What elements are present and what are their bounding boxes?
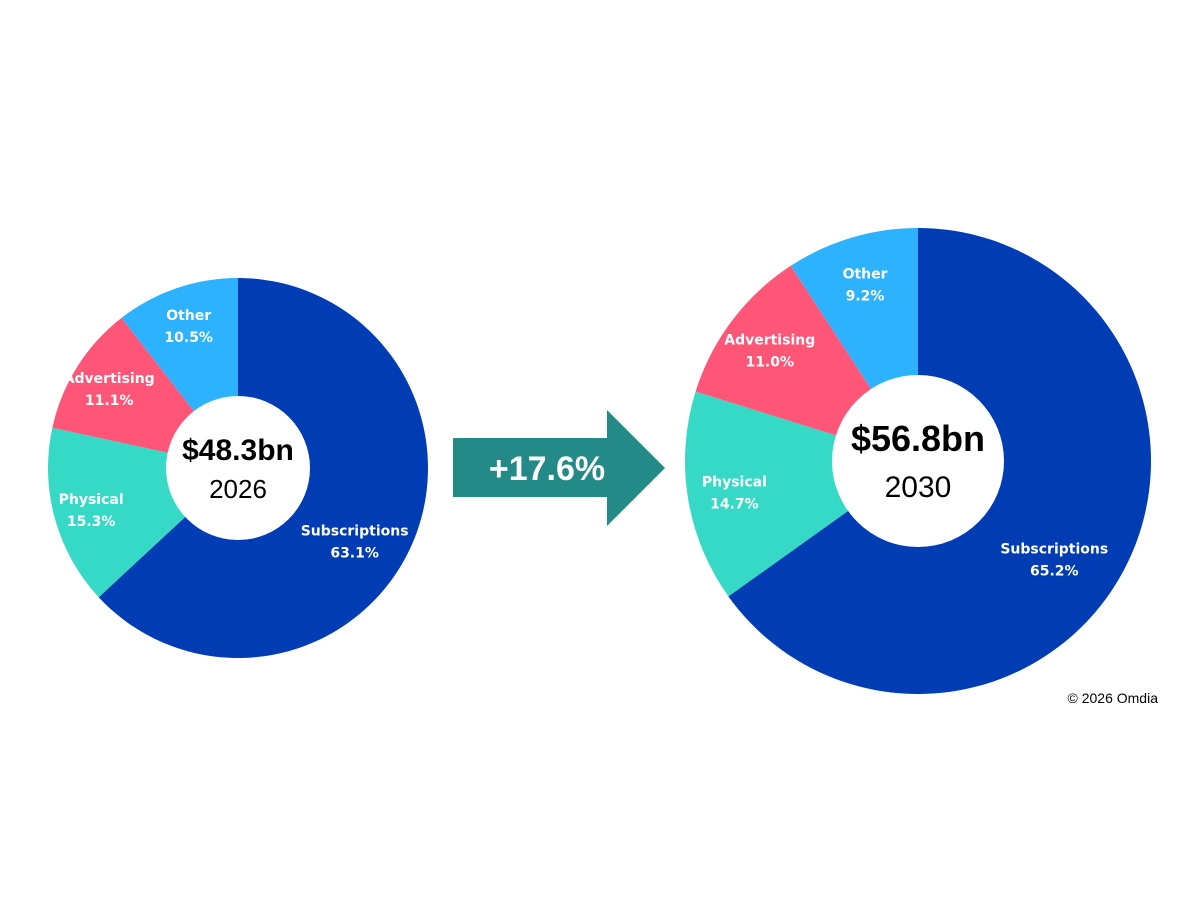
slice-value-label-advertising-2030: 11.0%: [745, 355, 794, 371]
center-total-label-2030: $56.8bn: [851, 418, 985, 459]
growth-arrow-shape: [453, 410, 665, 526]
slice-value-label-physical-2026: 15.3%: [67, 514, 116, 530]
copyright-notice: © 2026 Omdia: [1067, 690, 1158, 706]
slice-value-label-subscriptions-2026: 63.1%: [330, 546, 379, 562]
center-total-label-2026: $48.3bn: [182, 434, 294, 467]
slice-physical-2030: [684, 391, 918, 597]
slice-name-label-subscriptions-2026: Subscriptions: [301, 524, 409, 540]
slice-value-label-other-2030: 9.2%: [846, 289, 885, 305]
slice-name-label-subscriptions-2030: Subscriptions: [1000, 541, 1108, 557]
slice-value-label-subscriptions-2030: 65.2%: [1030, 563, 1079, 579]
slice-name-label-other-2026: Other: [166, 308, 211, 324]
donut-hole-2026: [166, 396, 310, 540]
growth-label: +17.6%: [489, 450, 605, 488]
growth-arrow: +17.6%: [453, 410, 665, 526]
slice-name-label-advertising-2026: Advertising: [64, 371, 155, 387]
donut-hole-2030: [832, 375, 1004, 547]
slice-name-label-advertising-2030: Advertising: [724, 333, 815, 349]
donut-chart-2026: Subscriptions 63.1% Physical 15.3% Advertisi…: [48, 278, 428, 658]
center-year-label-2030: 2030: [885, 471, 952, 504]
slice-name-label-other-2030: Other: [843, 267, 888, 283]
slice-value-label-advertising-2026: 11.1%: [85, 393, 134, 409]
slice-name-label-physical-2026: Physical: [59, 492, 124, 508]
donut-chart-2030: Subscriptions 65.2% Physical 14.7% Advertisi…: [684, 228, 1151, 694]
slice-name-label-physical-2030: Physical: [702, 474, 767, 490]
center-year-label-2026: 2026: [209, 474, 267, 504]
slice-value-label-other-2026: 10.5%: [164, 330, 213, 346]
slice-value-label-physical-2030: 14.7%: [710, 496, 759, 512]
